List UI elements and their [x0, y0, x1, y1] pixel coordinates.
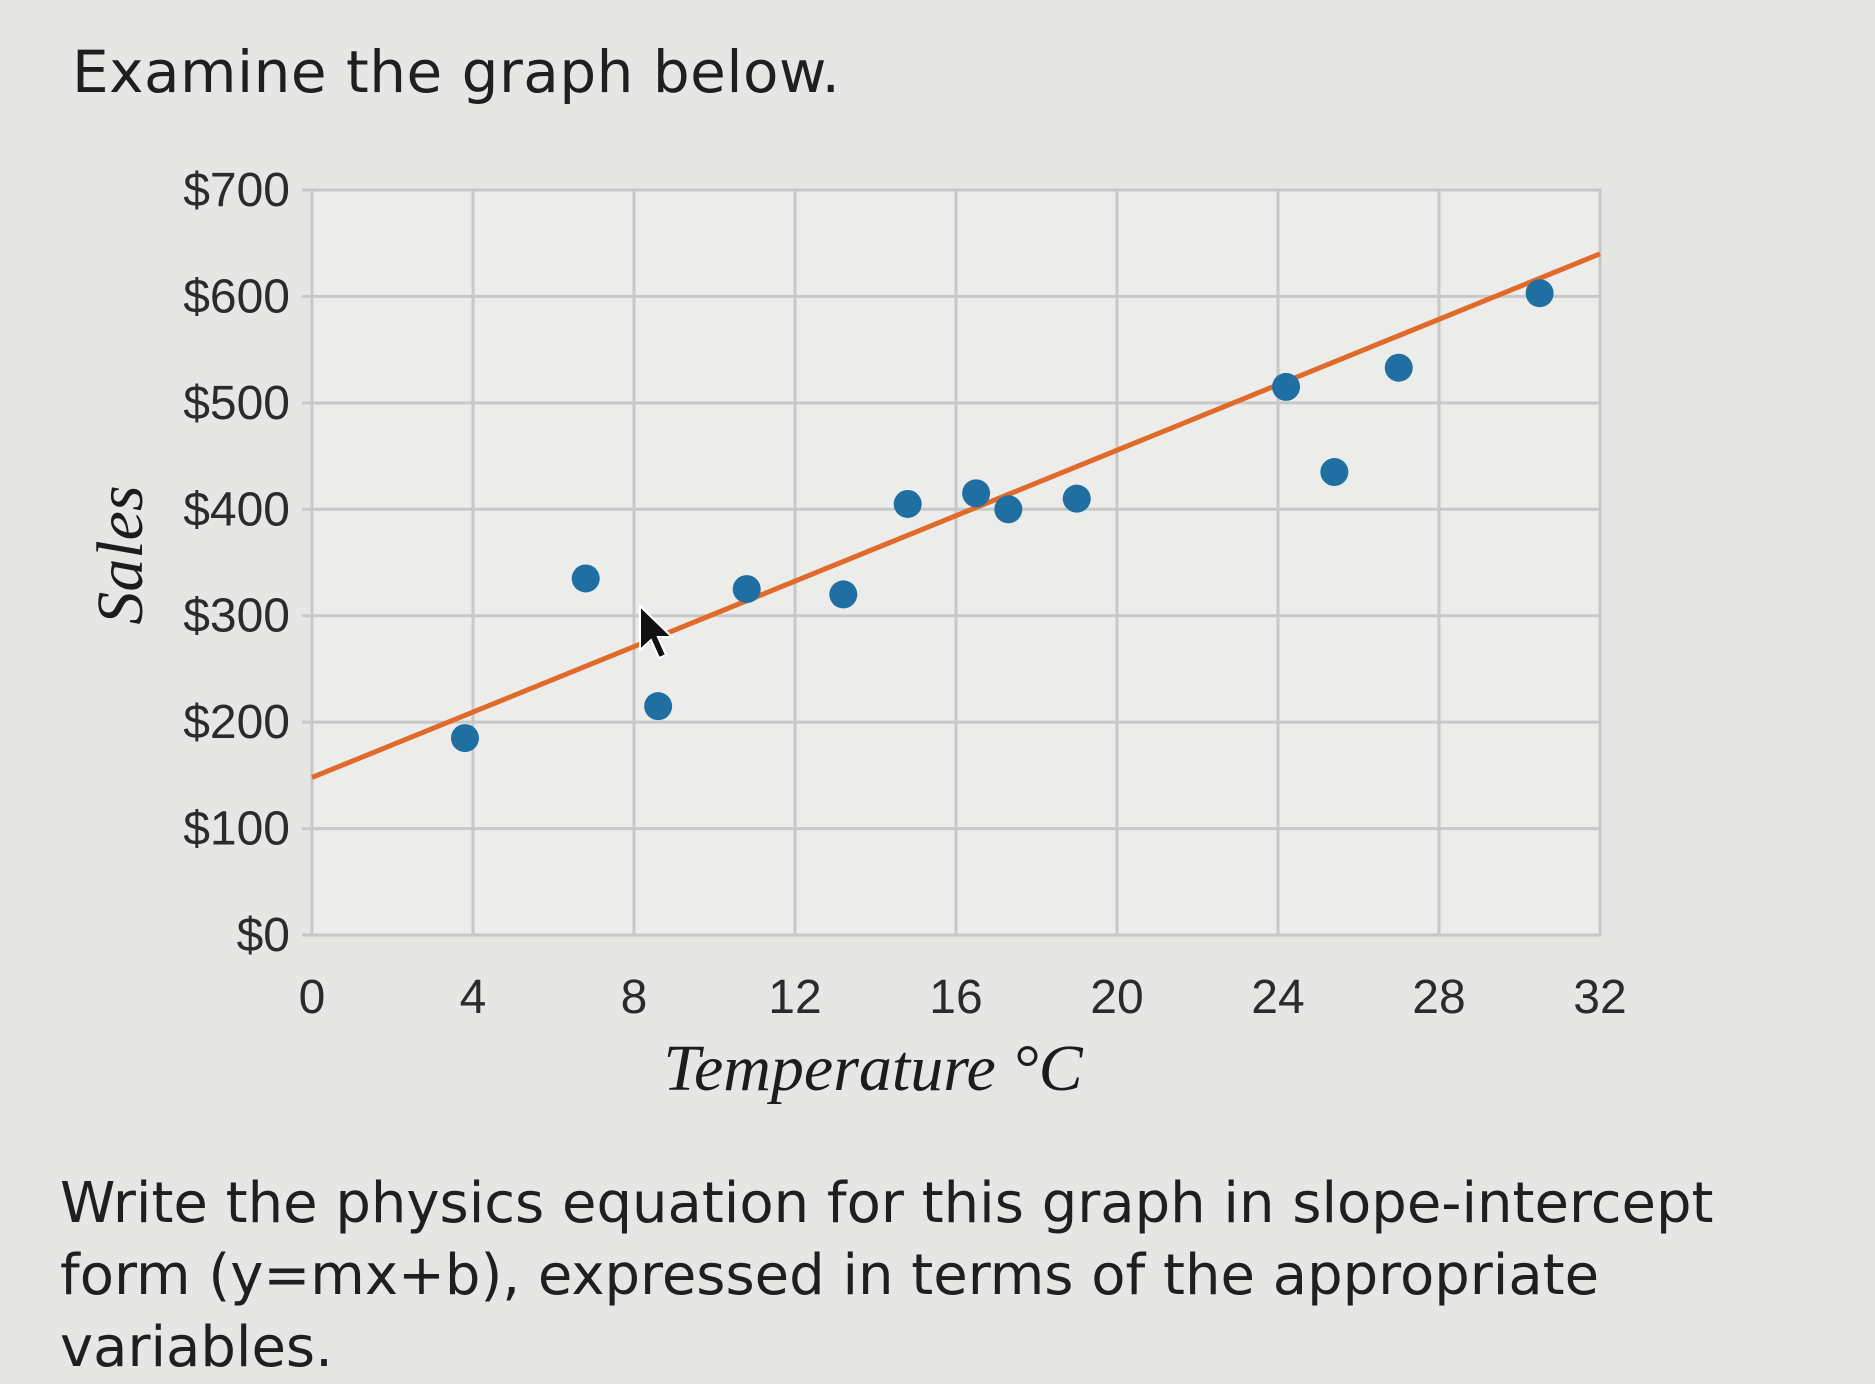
y-axis-ticks: $0 $100 $200 $300 $400 $500 $600 $700: [183, 164, 290, 962]
y-tick-label: $0: [237, 909, 290, 962]
data-point: [1384, 353, 1413, 382]
x-tick-label: 12: [768, 971, 821, 1024]
x-tick-label: 24: [1251, 971, 1304, 1024]
scatter-chart: $0 $100 $200 $300 $400 $500 $600 $700 0 4 8 12 16 20…: [84, 164, 1627, 1105]
x-axis-title: Temperature °C: [663, 1032, 1083, 1105]
data-point: [893, 489, 922, 518]
x-tick-label: 4: [460, 971, 487, 1024]
x-tick-label: 16: [929, 971, 982, 1024]
data-point: [962, 479, 991, 508]
data-point: [994, 495, 1023, 524]
y-tick-label: $300: [183, 590, 290, 643]
data-point: [732, 575, 761, 604]
y-tick-label: $200: [183, 696, 290, 749]
data-point: [571, 564, 600, 593]
data-point: [1272, 372, 1301, 401]
data-point: [1062, 484, 1091, 513]
data-point: [1525, 279, 1554, 308]
y-tick-label: $700: [183, 164, 290, 217]
y-tick-label: $500: [183, 377, 290, 430]
trendline: [311, 251, 1601, 780]
x-tick-label: 20: [1090, 971, 1143, 1024]
question-text: Write the physics equation for this grap…: [60, 1171, 1714, 1380]
x-tick-label: 0: [299, 971, 326, 1024]
data-point: [829, 580, 858, 609]
y-tick-label: $100: [183, 803, 290, 856]
data-point: [644, 692, 673, 721]
y-tick-label: $600: [183, 270, 290, 323]
gridlines: [302, 188, 1602, 937]
data-points: [450, 279, 1554, 753]
prompt-text: Examine the graph below.: [72, 38, 841, 106]
y-axis-title: Sales: [84, 485, 157, 624]
x-tick-label: 8: [621, 971, 648, 1024]
x-tick-label: 32: [1573, 971, 1626, 1024]
data-point: [1320, 458, 1349, 487]
x-axis-ticks: 0 4 8 12 16 20 24 28 32: [299, 971, 1627, 1024]
x-tick-label: 28: [1412, 971, 1465, 1024]
data-point: [450, 724, 479, 753]
mouse-cursor-icon: [639, 603, 675, 660]
y-tick-label: $400: [183, 483, 290, 536]
